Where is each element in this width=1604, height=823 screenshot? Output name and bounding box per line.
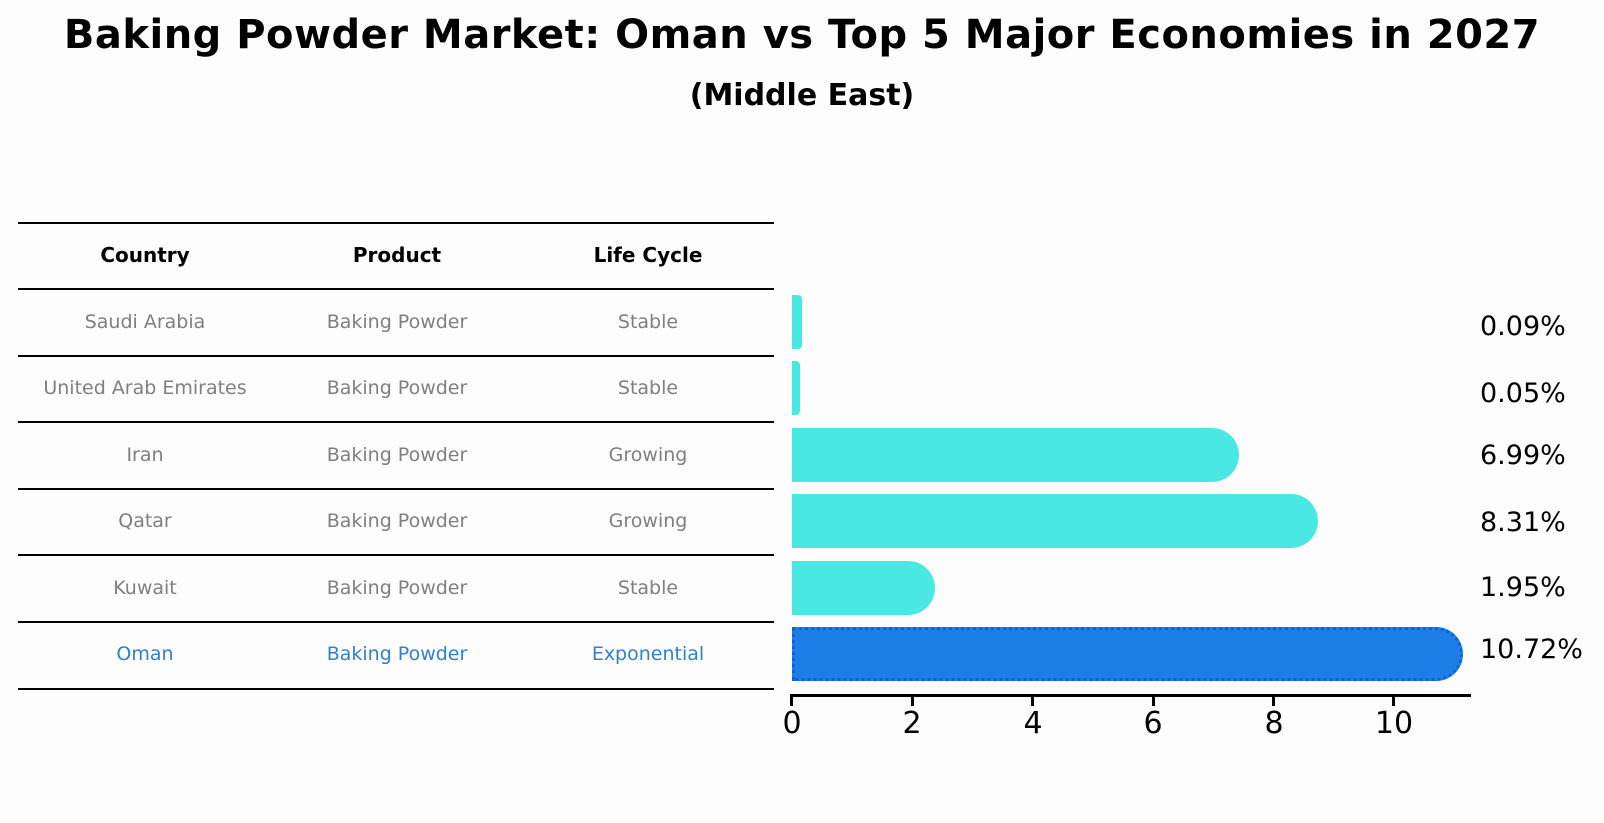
x-axis-line: [790, 694, 1471, 697]
chart-subtitle: (Middle East): [689, 78, 915, 113]
col-header-product: Product: [352, 243, 442, 267]
cell-product: Baking Powder: [326, 311, 468, 333]
x-tick-mark: [790, 695, 793, 706]
x-tick-label: 2: [902, 706, 922, 741]
cell-product: Baking Powder: [326, 577, 468, 599]
x-tick-label: 4: [1023, 706, 1043, 741]
value-label-oman: 10.72%: [1480, 634, 1583, 665]
col-header-life-cycle: Life Cycle: [593, 243, 703, 267]
x-tick-mark: [1392, 695, 1395, 706]
cell-country: Kuwait: [113, 577, 177, 599]
cell-product: Baking Powder: [326, 377, 468, 399]
table-row-line: [18, 554, 774, 556]
value-label-united-arab-emirates: 0.05%: [1480, 378, 1566, 409]
x-tick-label: 10: [1374, 706, 1414, 741]
table-header-line: [18, 288, 774, 290]
cell-country: Saudi Arabia: [84, 311, 206, 333]
cell-life-cycle: Stable: [617, 577, 679, 599]
table-row-line: [18, 421, 774, 423]
bar-united-arab-emirates: [792, 361, 800, 415]
value-label-qatar: 8.31%: [1480, 507, 1566, 538]
table-bottom-line: [18, 688, 774, 690]
bar-saudi-arabia: [792, 295, 803, 349]
table-row-line: [18, 621, 774, 623]
x-tick-mark: [1152, 695, 1155, 706]
cell-life-cycle: Stable: [617, 311, 679, 333]
cell-product: Baking Powder: [326, 444, 468, 466]
cell-country: United Arab Emirates: [43, 377, 247, 399]
bar-kuwait: [792, 561, 936, 615]
x-tick-mark: [911, 695, 914, 706]
x-tick-label: 6: [1143, 706, 1163, 741]
table-row-line: [18, 355, 774, 357]
chart-title: Baking Powder Market: Oman vs Top 5 Majo…: [63, 12, 1541, 58]
cell-life-cycle: Growing: [608, 510, 688, 532]
bar-oman-highlight: [792, 627, 1464, 681]
cell-product: Baking Powder: [326, 643, 468, 665]
x-tick-mark: [1031, 695, 1034, 706]
value-label-iran: 6.99%: [1480, 440, 1566, 471]
x-tick-mark: [1272, 695, 1275, 706]
value-label-saudi-arabia: 0.09%: [1480, 311, 1566, 342]
cell-life-cycle: Stable: [617, 377, 679, 399]
value-label-kuwait: 1.95%: [1480, 572, 1566, 603]
cell-country: Iran: [126, 444, 164, 466]
bar-iran: [792, 428, 1239, 482]
cell-product: Baking Powder: [326, 510, 468, 532]
table-row-line: [18, 488, 774, 490]
bar-qatar: [792, 494, 1319, 548]
table-top-line: [18, 222, 774, 224]
cell-life-cycle: Exponential: [591, 643, 705, 665]
cell-life-cycle: Growing: [608, 444, 688, 466]
cell-country: Qatar: [118, 510, 172, 532]
x-tick-label: 0: [782, 706, 802, 741]
col-header-country: Country: [100, 243, 190, 267]
cell-country: Oman: [116, 643, 174, 665]
x-tick-label: 8: [1264, 706, 1284, 741]
